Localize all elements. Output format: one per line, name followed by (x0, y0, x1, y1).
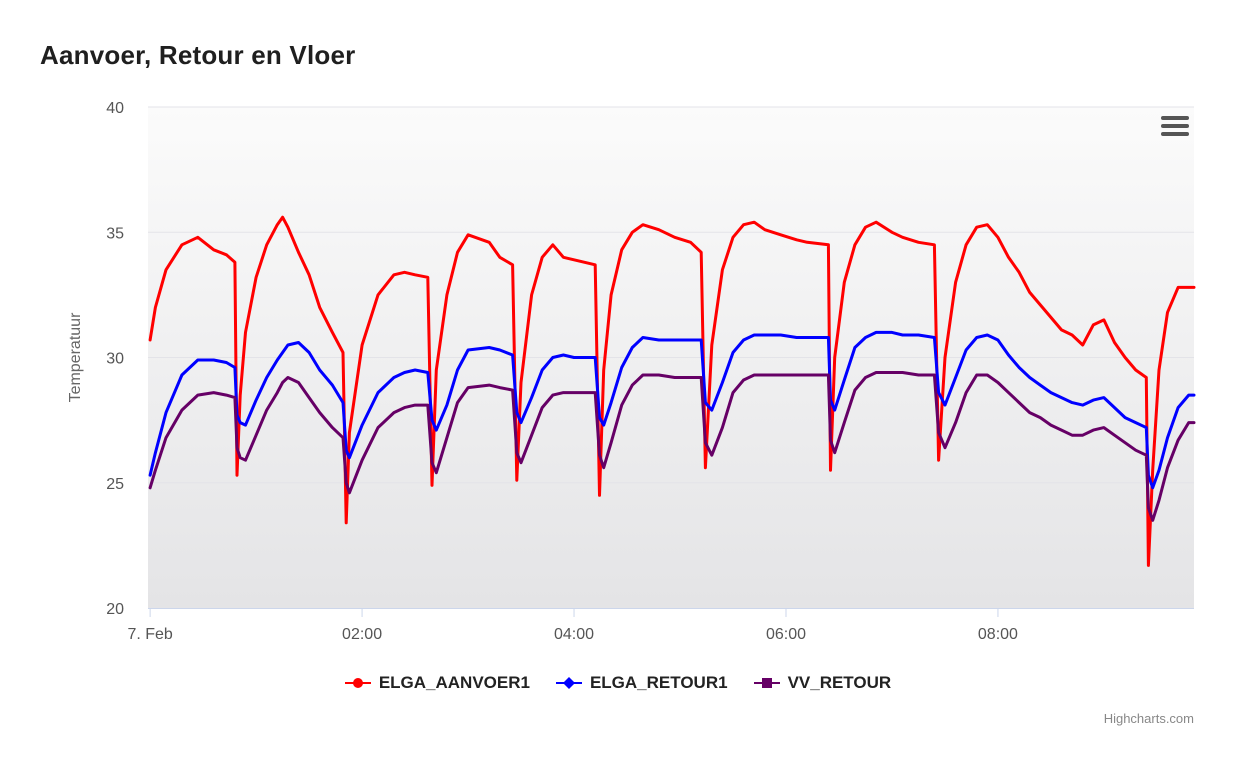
y-tick-label: 20 (106, 601, 124, 618)
x-tick-label: 08:00 (978, 626, 1018, 643)
legend-symbol-circle-icon (344, 673, 371, 693)
x-tick-label: 7. Feb (127, 626, 172, 643)
chart-menu-button[interactable] (1158, 110, 1192, 142)
y-tick-label: 25 (106, 476, 124, 493)
series-layer (148, 215, 1196, 567)
y-tick-label: 40 (106, 100, 124, 117)
credits-link[interactable]: Highcharts.com (1103, 711, 1194, 726)
legend-item-elga-retour1[interactable]: ELGA_RETOUR1 (555, 673, 728, 693)
legend-item-vv-retour[interactable]: VV_RETOUR (753, 673, 892, 693)
legend-item-elga-aanvoer1[interactable]: ELGA_AANVOER1 (344, 673, 530, 693)
x-tick-label: 02:00 (342, 626, 382, 643)
legend-label: ELGA_RETOUR1 (589, 673, 728, 692)
menu-icon (1161, 116, 1189, 120)
legend-label: VV_RETOUR (787, 673, 892, 692)
x-tick-label: 04:00 (554, 626, 594, 643)
y-tick-label: 35 (106, 225, 124, 242)
y-axis-title: Temperatuur (67, 312, 84, 402)
y-tick-label: 30 (106, 351, 124, 368)
legend-symbol-diamond-icon (555, 673, 582, 693)
x-tick-label: 06:00 (766, 626, 806, 643)
series-line-elga-retour1[interactable] (148, 330, 1196, 490)
axes: 20 25 30 35 40 7. Feb 02:00 04:00 06:00 08:00 (106, 100, 1194, 643)
series-line-elga-aanvoer1[interactable] (148, 215, 1196, 567)
legend-symbol-square-icon (753, 673, 780, 693)
legend-label: ELGA_AANVOER1 (378, 673, 530, 692)
series-line-vv-retour[interactable] (148, 371, 1196, 522)
chart-title: Aanvoer, Retour en Vloer (40, 40, 356, 70)
legend: ELGA_AANVOER1 ELGA_RETOUR1 VV_RETOUR (0, 673, 1236, 693)
